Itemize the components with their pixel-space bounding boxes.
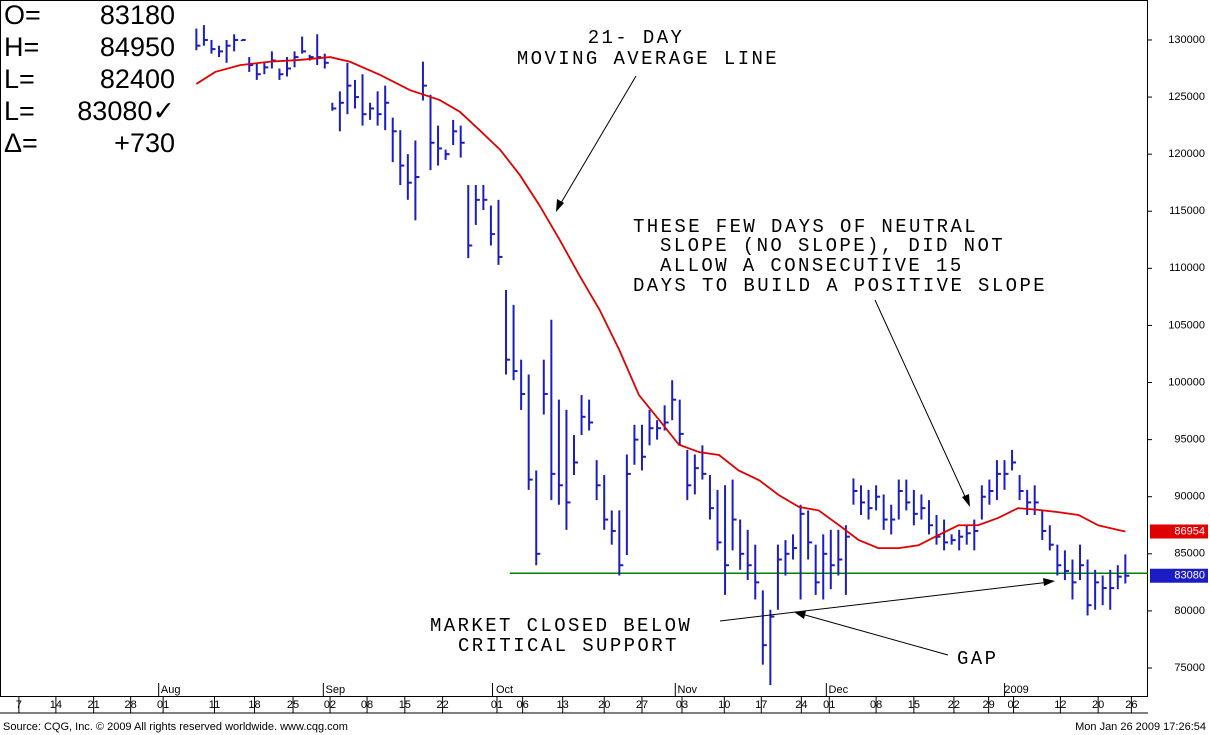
x-tick-label: 26 <box>1125 699 1137 711</box>
x-tick-label: 29 <box>983 699 995 711</box>
x-tick-label: 01 <box>491 699 503 711</box>
annotation: MARKET CLOSED BELOW <box>430 615 692 637</box>
y-tick-label: 75000 <box>1174 662 1205 674</box>
timestamp: Mon Jan 26 2009 17:26:54 <box>1075 721 1206 733</box>
y-tick-label: 85000 <box>1174 548 1205 560</box>
marks <box>195 25 1148 686</box>
annotation: CRITICAL SUPPORT <box>458 635 679 657</box>
x-tick-label: 08 <box>870 699 882 711</box>
month-label: Sep <box>326 684 346 696</box>
x-tick-label: 24 <box>795 699 807 711</box>
x-tick-label: 20 <box>1092 699 1104 711</box>
y-tick-label: 115000 <box>1169 205 1205 217</box>
arrow <box>874 299 969 504</box>
readout-label: H= <box>4 32 39 62</box>
annotation: 21- DAY <box>588 27 685 49</box>
x-tick-label: 25 <box>287 699 299 711</box>
arrow <box>557 75 637 209</box>
x-tick-label: 20 <box>598 699 610 711</box>
annotation: THESE FEW DAYS OF NEUTRAL <box>633 216 978 238</box>
arrowhead <box>556 199 564 212</box>
annotation: GAP <box>957 648 998 670</box>
x-tick-label: 15 <box>908 699 920 711</box>
readout-label: Δ= <box>4 128 38 158</box>
last-value-box <box>1150 524 1208 539</box>
x-tick-label: 28 <box>125 699 137 711</box>
source: Source: CQG, Inc. © 2009 All rights rese… <box>3 721 348 733</box>
readout-label: L= <box>4 64 35 94</box>
y-tick-label: 110000 <box>1169 262 1205 274</box>
arrowhead <box>1043 578 1055 586</box>
arrowhead <box>962 494 970 507</box>
month-label: Oct <box>496 684 513 696</box>
readout-label: O= <box>4 0 41 30</box>
annotation: SLOPE (NO SLOPE), DID NOT <box>660 235 1005 257</box>
moving-average-line <box>195 56 1126 549</box>
x-tick-label: 03 <box>676 699 688 711</box>
y-tick-label: 125000 <box>1168 91 1205 103</box>
last-value-box <box>1150 568 1208 583</box>
x-tick-label: 17 <box>755 699 767 711</box>
x-tick-label: 14 <box>50 699 62 711</box>
y-tick-label: 105000 <box>1168 319 1205 331</box>
readout-value: 82400 <box>100 64 175 94</box>
plot-frame <box>0 0 1148 697</box>
x-tick-label: 22 <box>948 699 960 711</box>
last-value-label: 83080 <box>1174 570 1205 582</box>
x-tick-label: 22 <box>436 699 448 711</box>
month-label: 2009 <box>1004 684 1028 696</box>
x-tick-label: 02 <box>324 699 336 711</box>
y-tick-label: 130000 <box>1168 34 1205 46</box>
month-label: Dec <box>829 684 849 696</box>
y-tick-label: 90000 <box>1174 491 1205 503</box>
x-tick-label: 18 <box>248 699 260 711</box>
x-tick-label: 08 <box>361 699 373 711</box>
x-tick-label: 02 <box>1007 699 1019 711</box>
x-tick-label: 21 <box>88 699 100 711</box>
arrow <box>797 612 949 656</box>
annotation: MOVING AVERAGE LINE <box>517 48 779 70</box>
last-value-label: 86954 <box>1174 525 1205 537</box>
x-tick-label: 13 <box>557 699 569 711</box>
month-label: Nov <box>678 684 698 696</box>
x-tick-label: 11 <box>209 699 220 711</box>
readout-value: 84950 <box>100 32 175 62</box>
month-label: Aug <box>161 684 181 696</box>
y-tick-label: 80000 <box>1174 605 1205 617</box>
x-tick-label: 06 <box>517 699 529 711</box>
x-tick-label: 15 <box>399 699 411 711</box>
annotation: DAYS TO BUILD A POSITIVE SLOPE <box>633 275 1047 297</box>
arrow <box>719 581 1051 622</box>
y-tick-label: 120000 <box>1168 148 1205 160</box>
arrowhead <box>794 611 806 619</box>
x-tick-label: 01 <box>823 699 835 711</box>
annotation: ALLOW A CONSECUTIVE 15 <box>660 255 964 277</box>
x-tick-label: 7 <box>16 699 22 711</box>
x-tick-label: 01 <box>157 699 169 711</box>
readout-value: 83180 <box>100 0 175 30</box>
readout-value: +730 <box>114 128 175 158</box>
readout-label: L= <box>4 96 35 126</box>
x-tick-label: 27 <box>636 699 648 711</box>
readout-value: 83080✓ <box>77 96 175 126</box>
x-tick-label: 10 <box>718 699 730 711</box>
y-tick-label: 95000 <box>1174 434 1205 446</box>
y-tick-label: 100000 <box>1168 376 1205 388</box>
x-tick-label: 12 <box>1054 699 1066 711</box>
